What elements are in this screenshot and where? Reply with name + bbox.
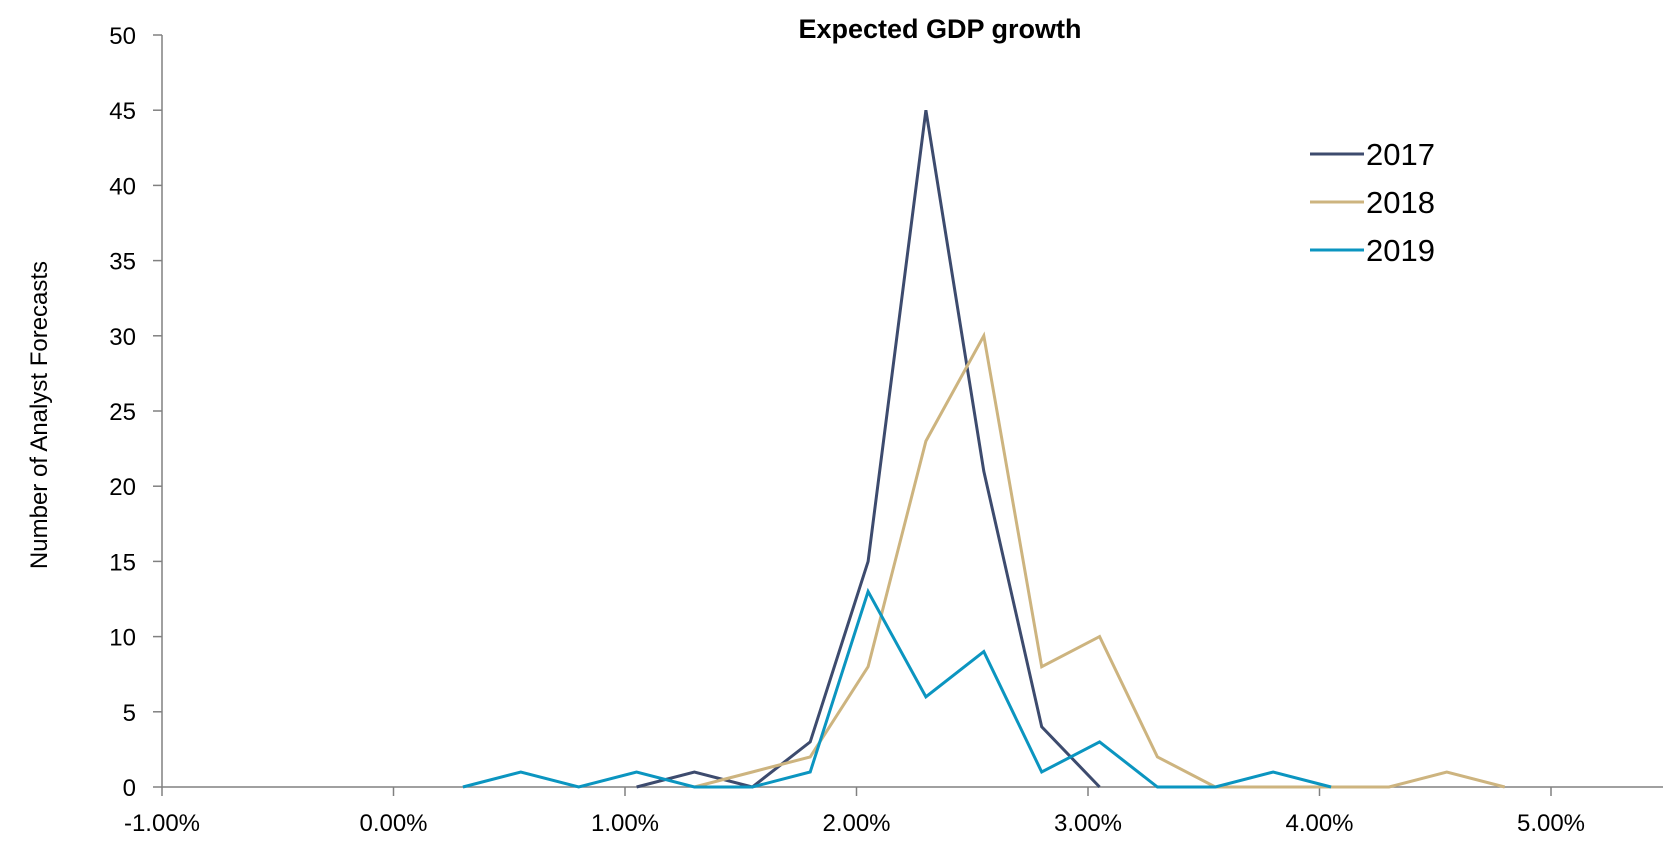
y-tick-label: 45: [109, 98, 136, 125]
y-tick-label: 15: [109, 549, 136, 576]
plot-area: [462, 109, 1506, 789]
y-tick-label: 25: [109, 399, 136, 426]
x-tick-label: 1.00%: [591, 810, 659, 837]
x-tick-label: -1.00%: [124, 810, 200, 837]
legend: 2017 2018 2019: [1310, 137, 1435, 268]
y-tick-label: 5: [123, 700, 136, 727]
x-axis: -1.00% 0.00% 1.00% 2.00% 3.00% 4.00% 5.00%: [124, 786, 1663, 837]
series-line-2018: [694, 331, 1506, 789]
y-axis-title: Number of Analyst Forecasts: [26, 261, 53, 569]
series-line-2019: [462, 587, 1332, 789]
x-tick-label: 0.00%: [359, 810, 427, 837]
y-tick-label: 30: [109, 324, 136, 351]
x-tick-label: 5.00%: [1517, 810, 1585, 837]
series-line-2017: [636, 109, 1101, 789]
legend-label-2017: 2017: [1366, 137, 1435, 172]
y-tick-label: 20: [109, 474, 136, 501]
y-axis: 0 5 10 15 20 25 30 35 40 45 50: [109, 23, 163, 802]
y-tick-label: 50: [109, 23, 136, 50]
x-tick-label: 3.00%: [1054, 810, 1122, 837]
y-tick-label: 10: [109, 625, 136, 652]
y-tick-label: 40: [109, 173, 136, 200]
chart-title: Expected GDP growth: [798, 14, 1081, 44]
legend-label-2018: 2018: [1366, 185, 1435, 220]
y-tick-label: 0: [123, 775, 136, 802]
x-tick-label: 2.00%: [822, 810, 890, 837]
legend-label-2019: 2019: [1366, 233, 1435, 268]
y-tick-label: 35: [109, 249, 136, 276]
x-tick-label: 4.00%: [1285, 810, 1353, 837]
